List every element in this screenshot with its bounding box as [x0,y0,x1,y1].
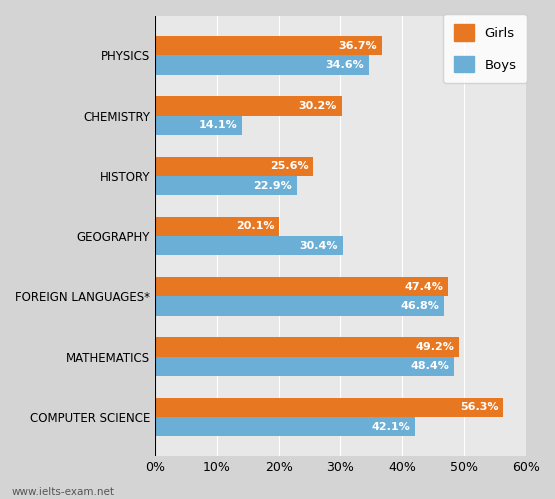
Bar [155,236,343,255]
Text: 49.2%: 49.2% [416,342,455,352]
Bar [155,176,296,195]
Text: 30.4%: 30.4% [300,241,338,251]
Text: 34.6%: 34.6% [325,60,364,70]
Bar [155,277,448,296]
Text: 42.1%: 42.1% [372,422,410,432]
Bar [155,357,455,376]
Text: 30.2%: 30.2% [299,101,337,111]
Bar [155,36,382,55]
Text: 56.3%: 56.3% [460,402,498,412]
Legend: Girls, Boys: Girls, Boys [443,14,527,83]
Bar [155,96,342,116]
Bar [155,337,459,357]
Bar [155,417,415,436]
Text: 36.7%: 36.7% [339,41,377,51]
Text: 25.6%: 25.6% [270,161,308,171]
Text: 46.8%: 46.8% [401,301,440,311]
Bar [155,116,242,135]
Bar [155,398,503,417]
Bar [155,296,445,316]
Text: 14.1%: 14.1% [198,120,237,130]
Bar [155,157,313,176]
Bar [155,55,369,75]
Text: www.ielts-exam.net: www.ielts-exam.net [11,487,114,497]
Text: 20.1%: 20.1% [236,222,274,232]
Text: 47.4%: 47.4% [404,282,443,292]
Bar [155,217,279,236]
Text: 48.4%: 48.4% [411,361,450,371]
Text: 22.9%: 22.9% [253,181,291,191]
